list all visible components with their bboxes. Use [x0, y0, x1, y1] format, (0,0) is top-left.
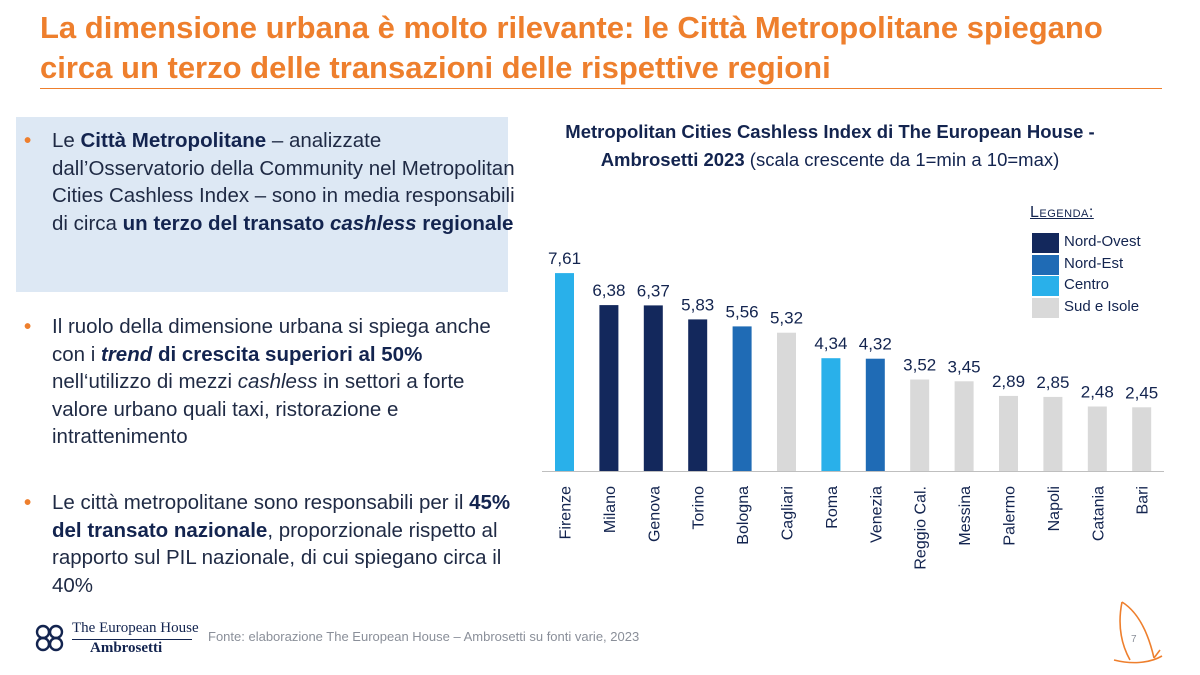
legend-item-nord-est: Nord-Est [1030, 254, 1123, 276]
logo-text-line2: Ambrosetti [90, 640, 163, 656]
bar-napoli [1043, 396, 1063, 471]
legend-swatch [1032, 276, 1059, 296]
bar-genova [643, 305, 663, 471]
category-tick-label: Reggio Cal. [913, 486, 930, 570]
legend-label: Nord-Est [1064, 254, 1124, 272]
bar-torino [688, 319, 708, 471]
category-tick-label: Milano [602, 486, 619, 533]
bar-value-label: 3,45 [948, 357, 981, 376]
sail-icon [1113, 601, 1163, 664]
bar-value-label: 3,52 [903, 356, 936, 375]
bar-venezia [865, 358, 885, 471]
category-tick-label: Bologna [735, 486, 752, 545]
bar-value-label: 6,37 [637, 281, 670, 300]
legend-swatch [1032, 254, 1059, 275]
bar-value-label: 4,32 [859, 335, 892, 354]
bar-value-label: 6,38 [592, 281, 625, 300]
category-tick-label: Cagliari [780, 486, 797, 540]
category-tick-label: Bari [1135, 486, 1152, 514]
bullet-text: Le Città Metropolitane – analizzate dall… [52, 129, 515, 235]
legend-label: Sud e Isole [1064, 297, 1140, 315]
bar-value-label: 5,83 [681, 295, 714, 314]
bar-value-label: 5,32 [770, 309, 803, 328]
bar-milano [599, 305, 619, 471]
bar-bari [1132, 407, 1152, 471]
category-tick-label: Firenze [558, 486, 575, 539]
category-tick-label: Genova [646, 486, 663, 542]
bar-value-label: 5,56 [726, 302, 759, 321]
category-tick-label: Venezia [868, 486, 885, 543]
category-tick-label: Catania [1090, 486, 1107, 541]
bar-reggio-cal [910, 379, 930, 471]
legend-item-sud-e-isole: Sud e Isole [1030, 297, 1139, 319]
category-tick-label: Palermo [1002, 486, 1019, 546]
bar-roma [821, 358, 841, 471]
bar-value-label: 2,85 [1036, 373, 1069, 392]
source-note: Fonte: elaborazione The European House –… [208, 629, 640, 644]
logo-emblem-icon [35, 624, 64, 652]
category-tick-label: Messina [957, 486, 974, 546]
bar-value-label: 2,89 [992, 372, 1025, 391]
legend-swatch [1032, 233, 1059, 253]
company-logo: The European House Ambrosetti [34, 620, 199, 660]
slide-title: La dimensione urbana è molto rilevante: … [40, 10, 1103, 85]
legend-label: Centro [1064, 276, 1110, 293]
bullet-text: Le città metropolitane sono responsabili… [52, 491, 511, 597]
category-tick-label: Napoli [1046, 486, 1063, 531]
bullet-text: Il ruolo della dimensione urbana si spie… [52, 315, 491, 448]
legend-title: Legenda: [1030, 204, 1094, 221]
bar-value-label: 2,45 [1125, 383, 1158, 402]
bar-messina [954, 381, 974, 471]
bullet-dot: • [24, 315, 32, 338]
bullet-dot: • [24, 491, 32, 514]
chart-legend: Legenda: Nord-Ovest Nord-Est Centro Sud … [1030, 204, 1141, 319]
chart-title: Metropolitan Cities Cashless Index di Th… [565, 121, 1095, 170]
category-tick-label: Torino [691, 486, 708, 530]
bar-catania [1087, 406, 1107, 471]
highlight-box [16, 117, 508, 292]
category-tick-label: Roma [824, 486, 841, 529]
bar-bologna [732, 326, 752, 471]
bar-firenze [555, 273, 574, 471]
logo-text-line1: The European House [72, 620, 199, 636]
bar-palermo [999, 395, 1018, 471]
title-divider [40, 88, 1162, 89]
bar-cagliari [777, 332, 796, 471]
legend-swatch [1032, 297, 1059, 318]
bar-value-label: 7,61 [548, 249, 581, 268]
page-number: 7 [1131, 634, 1137, 645]
bar-value-label: 2,48 [1081, 383, 1114, 402]
legend-label: Nord-Ovest [1064, 233, 1141, 250]
legend-item-nord-ovest: Nord-Ovest [1030, 232, 1141, 254]
logo-rule [72, 639, 192, 640]
bullet-dot: • [24, 129, 32, 152]
legend-item-centro: Centro [1030, 275, 1109, 297]
bar-value-label: 4,34 [814, 334, 847, 353]
